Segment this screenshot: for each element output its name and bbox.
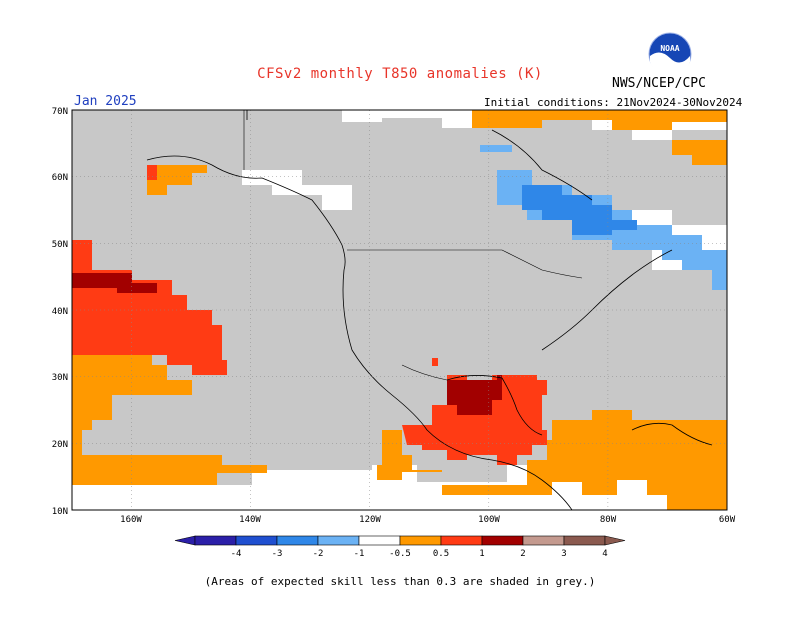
colorbar-swatch	[440, 535, 483, 546]
anomaly-map: 70N 60N 50N 40N 30N 20N 10N 160W 140W 12…	[52, 107, 736, 525]
arctic-orange-area	[472, 110, 727, 130]
colorbar-arrow-right	[604, 535, 626, 546]
pacific-darkred-area	[72, 273, 157, 293]
pacific-orange-south	[72, 440, 267, 485]
skill-footnote: (Areas of expected skill less than 0.3 a…	[204, 575, 596, 588]
lat-label: 50N	[52, 240, 68, 250]
colorbar-label: -1	[354, 549, 365, 559]
colorbar-label: 1	[479, 549, 484, 559]
lon-label: 160W	[120, 515, 142, 525]
colorbar-swatch	[235, 535, 278, 546]
colorbar-swatch	[522, 535, 565, 546]
alaska-red-area	[147, 165, 157, 180]
colorbar-label: -2	[313, 549, 324, 559]
colorbar-swatch	[194, 535, 237, 546]
lon-label: 100W	[478, 515, 500, 525]
initial-conditions: Initial conditions: 21Nov2024-30Nov2024	[484, 96, 743, 109]
lon-label: 60W	[719, 515, 736, 525]
white-region-coast	[242, 170, 352, 210]
longitude-labels: 160W 140W 120W 100W 80W 60W	[120, 515, 736, 525]
colorbar-label: 4	[602, 549, 607, 559]
coastlines	[146, 110, 713, 511]
lat-label: 60N	[52, 173, 68, 183]
lat-label: 40N	[52, 307, 68, 317]
political-borders	[243, 110, 583, 381]
noaa-logo: NOAA	[648, 32, 692, 76]
forecast-month: Jan 2025	[74, 94, 137, 109]
lat-label: 70N	[52, 107, 68, 117]
colorbar-swatch	[276, 535, 319, 546]
colorbar-label: 3	[561, 549, 566, 559]
lat-label: 30N	[52, 373, 68, 383]
lon-label: 120W	[359, 515, 381, 525]
lon-label: 80W	[600, 515, 617, 525]
colorbar-swatch	[358, 535, 401, 546]
mexico-red-area	[402, 375, 547, 465]
alaska-orange-area	[147, 165, 207, 195]
greenland-orange-area	[672, 140, 727, 165]
lon-label: 140W	[239, 515, 261, 525]
colorbar-label: -4	[231, 549, 242, 559]
latitude-labels: 70N 60N 50N 40N 30N 20N 10N	[52, 107, 68, 517]
small-red-spot	[432, 358, 438, 366]
mexico-darkred-area	[447, 375, 502, 415]
colorbar-arrow-left	[174, 535, 196, 546]
mexico-orange-area	[377, 410, 727, 510]
pacific-orange-area	[72, 350, 192, 445]
gridlines	[72, 110, 727, 510]
colorbar-swatch	[317, 535, 360, 546]
colorbar-swatch	[481, 535, 524, 546]
noaa-logo-text: NOAA	[660, 44, 679, 53]
agency-label: NWS/NCEP/CPC	[612, 76, 706, 91]
lat-label: 10N	[52, 507, 68, 517]
colorbar-swatch	[563, 535, 606, 546]
colorbar-label: -3	[272, 549, 283, 559]
colorbar: -4 -3 -2 -1 -0.5 0.5 1 2 3 4	[174, 535, 626, 559]
colorbar-label: -0.5	[389, 549, 411, 559]
map-title: CFSv2 monthly T850 anomalies (K)	[257, 66, 543, 82]
colorbar-swatch	[399, 535, 442, 546]
map-frame	[71, 109, 728, 511]
lat-label: 20N	[52, 440, 68, 450]
colorbar-label: 0.5	[433, 549, 449, 559]
hudson-lightblue-area	[480, 145, 512, 152]
colorbar-label: 2	[520, 549, 525, 559]
canada-blue-area	[522, 185, 637, 235]
